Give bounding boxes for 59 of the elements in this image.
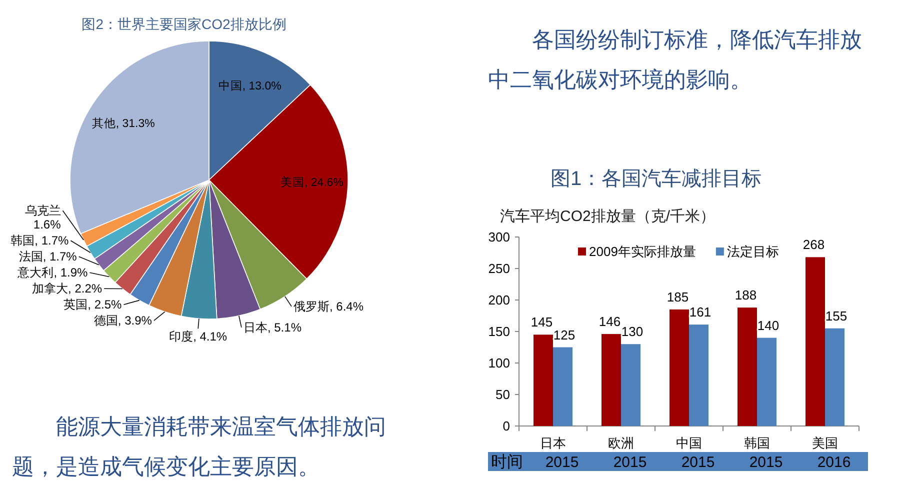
slice-label: 美国, 24.6% [280, 174, 344, 189]
x-tick-label: 中国 [676, 436, 702, 450]
data-label: 130 [621, 324, 644, 340]
slice-label: 其他, 31.3% [92, 116, 155, 130]
y-tick-label: 150 [488, 324, 510, 339]
legend-label: 2009年实际排放量 [589, 244, 696, 259]
text: 2015 [681, 454, 715, 471]
slice-label: 中国, 13.0% [218, 80, 282, 93]
bar [621, 344, 641, 426]
slice-label: 俄罗斯, 6.4% [294, 299, 364, 314]
slice-label: 印度, 4.1% [169, 330, 228, 344]
data-label: 185 [666, 289, 689, 304]
slice-label: 意大利, 1.9% [16, 266, 88, 280]
text: 2015 [749, 454, 783, 471]
slice-label: 德国, 3.9% [94, 314, 152, 328]
data-label: 188 [734, 288, 757, 303]
data-label: 125 [553, 327, 576, 342]
text: 2016 [817, 454, 851, 471]
text: 各国纷纷制订标准，降低汽车排放中二氧化碳对环境的影响。 [488, 26, 863, 94]
chart-title: 图1：各国汽车减排目标 [550, 168, 762, 190]
y-tick-label: 50 [496, 387, 510, 402]
bar [757, 338, 777, 426]
slice-label: 法国, 1.7% [18, 250, 78, 264]
text: 能源大量消耗带来温室气体排放问题，是造成气候变化主要原因。 [12, 413, 387, 481]
data-label: 161 [689, 304, 712, 320]
slice-label: 日本, 5.1% [243, 320, 302, 334]
text: 时间 [491, 453, 523, 471]
chart-title: 图2：世界主要国家CO2排放比例 [82, 16, 286, 32]
x-tick-label: 美国 [812, 436, 838, 450]
bar [805, 257, 825, 426]
bar [553, 347, 573, 426]
data-label: 146 [598, 314, 621, 330]
y-tick-label: 100 [488, 356, 510, 370]
slice-label: 韩国, 1.7% [10, 234, 70, 248]
bar [689, 324, 709, 426]
y-tick-label: 200 [488, 292, 510, 308]
legend-label: 法定目标 [726, 244, 779, 259]
data-label: 1.6% [33, 218, 62, 232]
data-label: 140 [757, 318, 780, 333]
data-label: 268 [802, 237, 825, 252]
x-tick-label: 欧洲 [608, 436, 634, 450]
x-tick-label: 日本 [540, 436, 566, 450]
text: 2015 [613, 454, 647, 471]
y-tick-label: 0 [502, 418, 510, 434]
bar [533, 334, 553, 426]
text: 2015 [545, 454, 579, 471]
y-axis-title: 汽车平均CO2排放量（克/千米） [500, 208, 716, 225]
slice-label: 乌克兰 [24, 204, 61, 218]
bar [737, 308, 757, 426]
slice-label: 加拿大, 2.2% [32, 282, 102, 296]
data-label: 155 [825, 308, 848, 324]
bar [669, 309, 689, 426]
bar [825, 328, 845, 426]
slice-label: 英国, 2.5% [64, 298, 122, 312]
bar [601, 334, 621, 426]
data-label: 145 [530, 314, 553, 330]
y-tick-label: 300 [488, 230, 510, 244]
y-tick-label: 250 [488, 261, 510, 276]
x-tick-label: 韩国 [744, 436, 770, 450]
